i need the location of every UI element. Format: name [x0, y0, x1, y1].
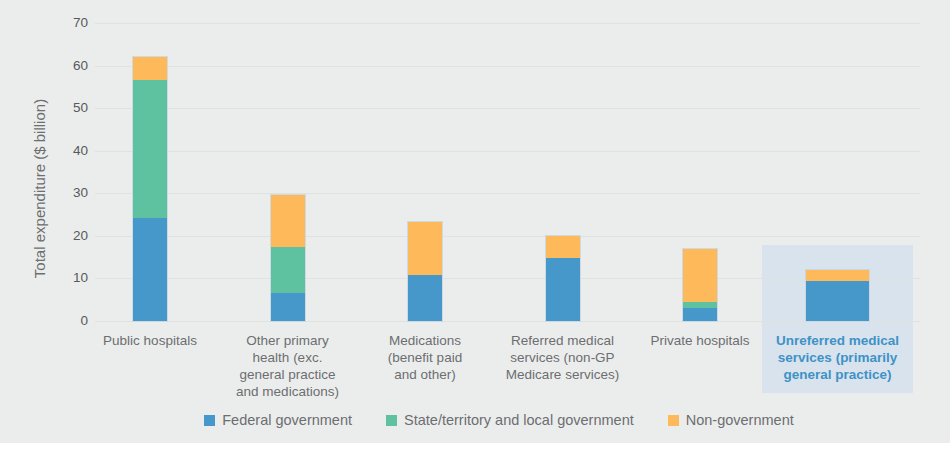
y-tick-label: 60	[0, 57, 88, 75]
legend-label: Non-government	[686, 412, 794, 428]
legend-item: Federal government	[204, 412, 352, 428]
category-label-line: Private hospitals	[620, 332, 780, 349]
bar-segment-federal-government	[271, 293, 305, 321]
bar-segment-federal-government	[408, 275, 442, 321]
bar-segment-federal-government	[806, 281, 869, 321]
category-label: Public hospitals	[70, 332, 230, 349]
legend-item: State/territory and local government	[386, 412, 634, 428]
bar	[806, 270, 869, 321]
category-label-line: health (exc.	[208, 349, 368, 366]
bar	[683, 249, 717, 321]
category-label-line: Referred medical	[483, 332, 643, 349]
category-label: Medications(benefit paidand other)	[345, 332, 505, 383]
category-label-line: services (primarily	[758, 349, 918, 366]
y-tick-label: 20	[0, 227, 88, 245]
legend-swatch	[386, 415, 397, 426]
bar-segment-non-government	[806, 270, 869, 281]
y-tick-label: 10	[0, 269, 88, 287]
bar-segment-federal-government	[683, 308, 717, 321]
bar-segment-federal-government	[133, 218, 167, 321]
legend-label: Federal government	[222, 412, 352, 428]
gridline	[95, 321, 920, 322]
category-label-line: and other)	[345, 366, 505, 383]
bar-segment-non-government	[133, 57, 167, 79]
y-tick-label: 50	[0, 99, 88, 117]
gridline	[95, 151, 920, 152]
category-label-line: (benefit paid	[345, 349, 505, 366]
category-label-line: Unreferred medical	[758, 332, 918, 349]
chart-canvas: Total expenditure ($ billion) 0102030405…	[0, 0, 950, 450]
category-label: Private hospitals	[620, 332, 780, 349]
category-label: Other primaryhealth (exc.general practic…	[208, 332, 368, 400]
y-tick-label: 40	[0, 142, 88, 160]
category-label-line: Medications	[345, 332, 505, 349]
gridline	[95, 193, 920, 194]
bar-segment-non-government	[546, 236, 580, 258]
bar-segment-state-territory-and-local-government	[271, 247, 305, 293]
bar	[546, 236, 580, 321]
legend-swatch	[204, 415, 215, 426]
bar	[271, 195, 305, 321]
category-label-line: and medications)	[208, 383, 368, 400]
bar	[408, 222, 442, 321]
y-tick-label: 30	[0, 184, 88, 202]
legend-item: Non-government	[668, 412, 794, 428]
legend: Federal government State/territory and lo…	[0, 412, 950, 428]
legend-label: State/territory and local government	[404, 412, 634, 428]
category-label-line: Medicare services)	[483, 366, 643, 383]
category-label-line: Other primary	[208, 332, 368, 349]
y-tick-label: 0	[0, 312, 88, 330]
legend-swatch	[668, 415, 679, 426]
gridline	[95, 278, 920, 279]
bar-segment-federal-government	[546, 258, 580, 321]
category-label: Unreferred medicalservices (primarilygen…	[758, 332, 918, 383]
category-label-line: general practice)	[758, 366, 918, 383]
category-label: Referred medicalservices (non-GPMedicare…	[483, 332, 643, 383]
bar-segment-non-government	[408, 222, 442, 276]
gridline	[95, 23, 920, 24]
bar-segment-state-territory-and-local-government	[133, 80, 167, 218]
gridline	[95, 66, 920, 67]
gridline	[95, 236, 920, 237]
category-label-line: services (non-GP	[483, 349, 643, 366]
gridline	[95, 108, 920, 109]
category-label-line: general practice	[208, 366, 368, 383]
bar-segment-non-government	[271, 195, 305, 248]
bar	[133, 57, 167, 321]
y-tick-label: 70	[0, 14, 88, 32]
category-label-line: Public hospitals	[70, 332, 230, 349]
bar-segment-non-government	[683, 249, 717, 302]
